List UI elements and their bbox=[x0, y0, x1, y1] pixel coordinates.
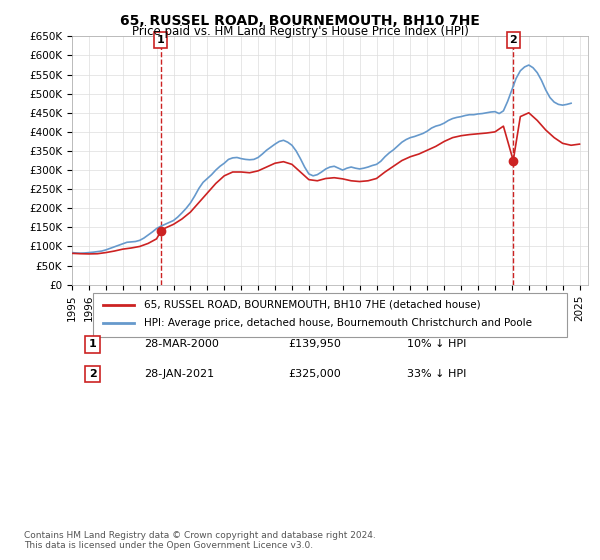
Text: 65, RUSSEL ROAD, BOURNEMOUTH, BH10 7HE (detached house): 65, RUSSEL ROAD, BOURNEMOUTH, BH10 7HE (… bbox=[144, 300, 481, 310]
Text: 10% ↓ HPI: 10% ↓ HPI bbox=[407, 339, 467, 349]
Text: 28-JAN-2021: 28-JAN-2021 bbox=[144, 369, 214, 379]
Text: 28-MAR-2000: 28-MAR-2000 bbox=[144, 339, 219, 349]
Text: 2: 2 bbox=[89, 369, 97, 379]
Title: 65, RUSSEL ROAD, BOURNEMOUTH, BH10 7HE
Price paid vs. HM Land Registry's House P: 65, RUSSEL ROAD, BOURNEMOUTH, BH10 7HE P… bbox=[0, 559, 1, 560]
Text: 1: 1 bbox=[157, 35, 164, 45]
Text: Price paid vs. HM Land Registry's House Price Index (HPI): Price paid vs. HM Land Registry's House … bbox=[131, 25, 469, 38]
Text: £325,000: £325,000 bbox=[289, 369, 341, 379]
Text: HPI: Average price, detached house, Bournemouth Christchurch and Poole: HPI: Average price, detached house, Bour… bbox=[144, 318, 532, 328]
Text: 2: 2 bbox=[509, 35, 517, 45]
FancyBboxPatch shape bbox=[92, 293, 568, 337]
Text: 33% ↓ HPI: 33% ↓ HPI bbox=[407, 369, 467, 379]
Text: 65, RUSSEL ROAD, BOURNEMOUTH, BH10 7HE: 65, RUSSEL ROAD, BOURNEMOUTH, BH10 7HE bbox=[120, 14, 480, 28]
Text: Contains HM Land Registry data © Crown copyright and database right 2024.
This d: Contains HM Land Registry data © Crown c… bbox=[24, 530, 376, 550]
Text: £139,950: £139,950 bbox=[289, 339, 341, 349]
Text: 1: 1 bbox=[89, 339, 97, 349]
